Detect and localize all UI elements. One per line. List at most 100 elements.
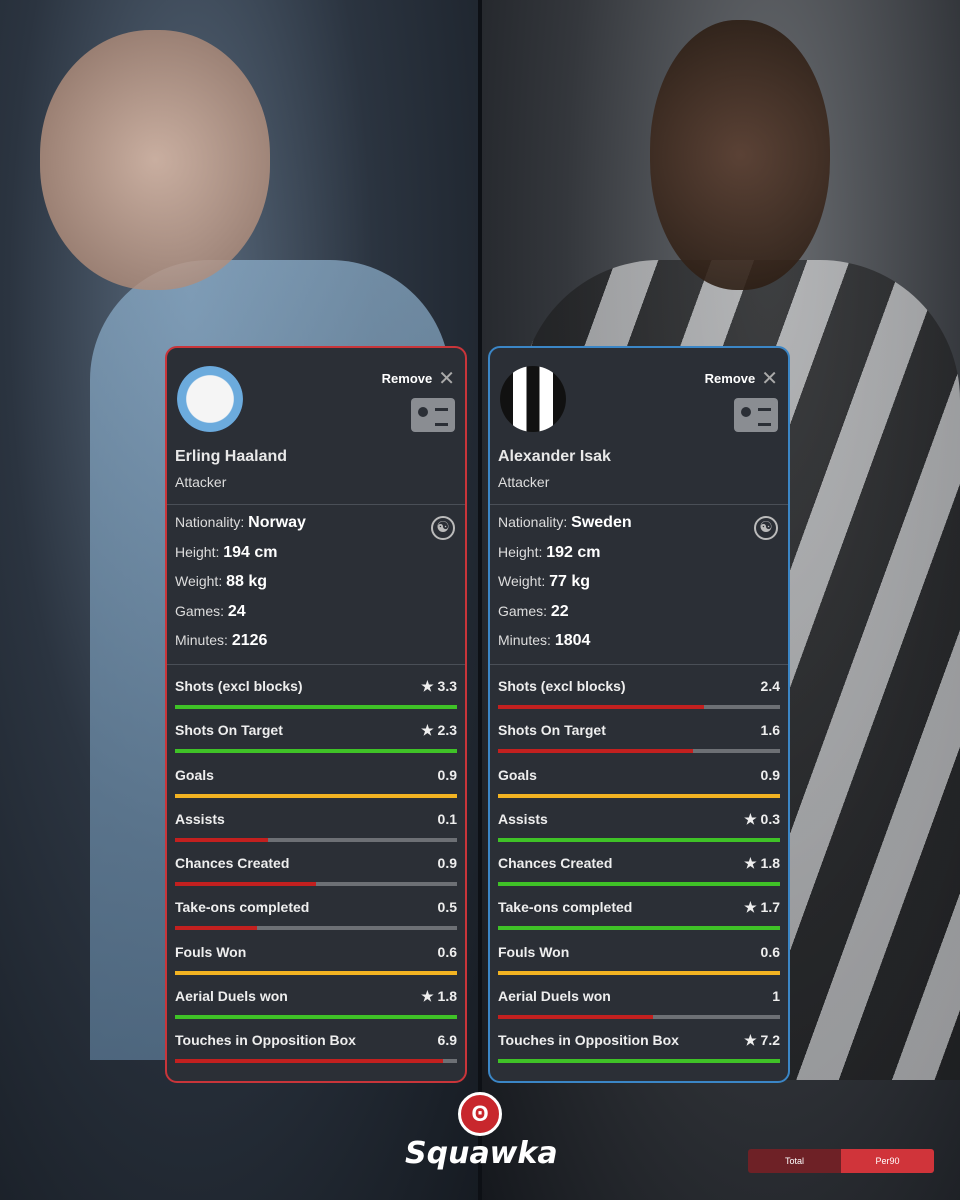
stat-label: Take-ons completed xyxy=(175,899,310,916)
info-row: Weight: 88 kg xyxy=(175,573,268,590)
stat-bar xyxy=(498,705,780,709)
player-info: Nationality: Sweden Height: 192 cm Weight:… xyxy=(498,514,632,662)
stat-value: ★ 1.8 xyxy=(421,988,457,1005)
stat-value: 0.9 xyxy=(437,766,457,783)
divider xyxy=(167,664,465,665)
info-row: Nationality: Norway xyxy=(175,514,306,531)
stat-bar-fill xyxy=(175,1015,457,1020)
stat-bar-fill xyxy=(175,705,457,709)
id-card-icon[interactable] xyxy=(411,398,455,432)
stat-bar xyxy=(498,749,780,754)
stat-label: Chances Created xyxy=(175,855,290,872)
info-row: Weight: 77 kg xyxy=(498,573,591,590)
info-row: Games: 22 xyxy=(498,602,569,620)
star-icon: ★ xyxy=(744,855,761,872)
stat-label: Shots (excl blocks) xyxy=(175,678,303,694)
stat-bar-fill xyxy=(175,837,269,842)
stat-bar xyxy=(498,837,780,842)
stat-bar xyxy=(175,837,457,842)
divider xyxy=(478,0,482,1200)
stat-bar xyxy=(175,793,457,798)
info-row: Height: 194 cm xyxy=(175,543,278,561)
player-name: Alexander Isak xyxy=(498,448,611,465)
star-icon: ★ xyxy=(744,1032,761,1049)
total-per90-toggle[interactable]: Total Per90 xyxy=(748,1149,934,1173)
stat-label: Take-ons completed xyxy=(498,899,633,916)
stat-label: Goals xyxy=(498,766,537,783)
stat-label: Goals xyxy=(175,766,214,783)
toggle-per90[interactable]: Per90 xyxy=(841,1149,934,1173)
stats-list: Shots (excl blocks) ★ 3.3 Shots On Targe… xyxy=(175,676,457,1075)
stat-bar-fill xyxy=(175,749,457,754)
stat-row: Fouls Won 0.6 xyxy=(498,942,780,986)
stat-value: 2.4 xyxy=(760,678,780,694)
star-icon: ★ xyxy=(421,678,438,694)
stat-bar-fill xyxy=(175,970,457,975)
stat-value: 0.5 xyxy=(437,899,457,916)
toggle-total[interactable]: Total xyxy=(748,1149,841,1173)
stat-bar xyxy=(175,970,457,975)
stat-label: Chances Created xyxy=(498,855,613,872)
divider xyxy=(490,664,788,665)
stat-row: Fouls Won 0.6 xyxy=(175,942,457,986)
remove-button[interactable]: Remove ✕ xyxy=(381,368,455,390)
player-position: Attacker xyxy=(498,474,550,490)
stat-label: Fouls Won xyxy=(175,943,247,960)
stat-bar xyxy=(175,1059,457,1064)
stat-value: 6.9 xyxy=(437,1032,457,1049)
stat-row: Shots (excl blocks) ★ 3.3 xyxy=(175,676,457,720)
club-crest-icon xyxy=(177,366,243,432)
stat-label: Shots (excl blocks) xyxy=(498,678,626,694)
stat-row: Shots (excl blocks) 2.4 xyxy=(498,676,780,720)
stat-bar xyxy=(175,1015,457,1020)
id-card-icon[interactable] xyxy=(734,398,778,432)
stat-label: Touches in Opposition Box xyxy=(175,1032,356,1049)
star-icon: ★ xyxy=(744,810,761,827)
stat-bar xyxy=(175,882,457,887)
player-position: Attacker xyxy=(175,474,227,490)
stat-row: Touches in Opposition Box 6.9 xyxy=(175,1030,457,1074)
remove-button[interactable]: Remove ✕ xyxy=(704,368,778,390)
stat-value: 1.6 xyxy=(760,722,780,739)
stat-bar-fill xyxy=(498,1015,654,1020)
divider xyxy=(490,504,788,505)
stat-bar xyxy=(498,793,780,798)
stat-value: 0.9 xyxy=(760,766,780,783)
stat-value: 1 xyxy=(772,988,780,1005)
stat-value: 0.6 xyxy=(760,943,780,960)
info-row: Minutes: 1804 xyxy=(498,632,591,649)
stat-value: 0.9 xyxy=(437,855,457,872)
stat-row: Shots On Target 1.6 xyxy=(498,720,780,764)
nationality-flag-icon: ☯ xyxy=(754,516,778,540)
stat-value: ★ 2.3 xyxy=(421,722,457,739)
stat-bar xyxy=(175,749,457,754)
stat-row: Goals 0.9 xyxy=(175,765,457,809)
player-card: Remove ✕ Erling Haaland Attacker ☯ Nation… xyxy=(165,346,467,1083)
stat-row: Take-ons completed 0.5 xyxy=(175,897,457,941)
stat-bar-fill xyxy=(498,749,693,754)
close-icon: ✕ xyxy=(761,368,778,390)
stat-bar xyxy=(498,1059,780,1064)
stat-row: Goals 0.9 xyxy=(498,765,780,809)
stat-row: Aerial Duels won 1 xyxy=(498,986,780,1030)
stat-value: ★ 7.2 xyxy=(744,1032,780,1049)
stat-value: 0.1 xyxy=(437,810,457,827)
stat-bar-fill xyxy=(498,837,780,842)
stat-label: Fouls Won xyxy=(498,943,570,960)
stat-label: Touches in Opposition Box xyxy=(498,1032,679,1049)
stat-row: Chances Created ★ 1.8 xyxy=(498,853,780,897)
player-info: Nationality: Norway Height: 194 cm Weight:… xyxy=(175,514,306,662)
stat-bar-fill xyxy=(175,1059,443,1064)
stat-label: Aerial Duels won xyxy=(498,988,611,1005)
stat-bar xyxy=(175,926,457,931)
stat-row: Touches in Opposition Box ★ 7.2 xyxy=(498,1030,780,1074)
stat-bar-fill xyxy=(498,970,780,975)
stat-bar-fill xyxy=(498,1059,780,1064)
stat-bar xyxy=(498,926,780,931)
stat-bar-fill xyxy=(498,882,780,887)
stat-bar-fill xyxy=(175,882,316,887)
stat-bar xyxy=(498,882,780,887)
stat-label: Shots On Target xyxy=(175,722,283,739)
stat-label: Assists xyxy=(175,810,225,827)
star-icon: ★ xyxy=(744,899,761,916)
